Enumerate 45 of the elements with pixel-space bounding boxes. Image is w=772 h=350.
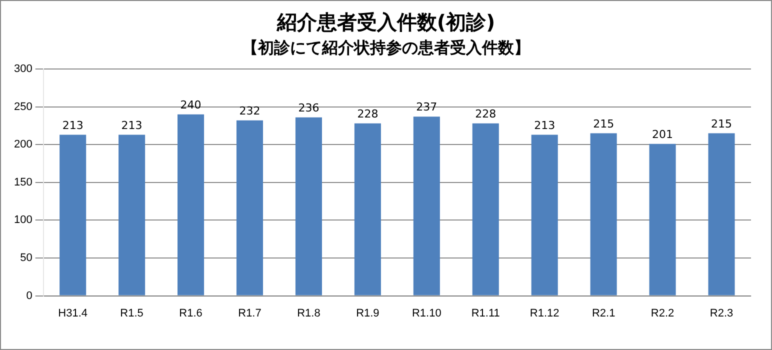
y-tick-label: 0 (26, 290, 32, 302)
y-tick-label: 250 (14, 100, 32, 113)
bar (413, 116, 440, 296)
data-label: 237 (416, 100, 438, 114)
bar (118, 134, 146, 296)
y-tick-label: 300 (14, 63, 32, 76)
bar (649, 144, 676, 296)
y-tick-label: 50 (20, 252, 32, 264)
bar (531, 134, 558, 296)
data-label: 201 (652, 128, 674, 141)
bar (178, 114, 204, 296)
x-tick-label: R1.9 (356, 307, 380, 320)
y-tick-label: 150 (14, 176, 32, 188)
x-tick-label: R2.3 (710, 307, 734, 320)
data-label: 228 (357, 107, 378, 120)
x-tick-label: R1.11 (471, 307, 500, 320)
x-tick-label: R1.7 (238, 307, 262, 320)
data-label: 236 (298, 101, 320, 114)
data-label: 215 (593, 117, 614, 130)
data-label: 213 (121, 118, 142, 132)
y-tick-label: 200 (14, 138, 32, 151)
bar (354, 123, 381, 296)
bar (60, 134, 86, 296)
bar (472, 123, 499, 296)
data-label: 215 (711, 117, 732, 130)
y-tick-label: 100 (14, 214, 32, 226)
data-label: 213 (62, 118, 84, 132)
data-label: 232 (239, 104, 260, 118)
bar (295, 117, 322, 296)
chart-subtitle: 【初診にて紹介状持参の患者受入件数】 (241, 38, 531, 59)
x-tick-label: R1.8 (297, 307, 320, 320)
data-label: 240 (180, 98, 202, 112)
x-tick-label: R1.6 (179, 307, 202, 320)
bar (708, 133, 735, 296)
bar (590, 133, 617, 296)
bar (236, 120, 264, 296)
x-tick-label: R1.5 (120, 307, 144, 320)
x-tick-label: R1.12 (530, 307, 560, 320)
data-label: 213 (534, 118, 556, 132)
x-tick-label: R2.1 (592, 307, 616, 320)
x-tick-label: R2.2 (650, 307, 674, 320)
data-label: 228 (475, 107, 496, 120)
x-tick-label: H31.4 (58, 307, 88, 320)
chart-title: 紹介患者受入件数(初診) (276, 9, 496, 36)
x-tick-label: R1.10 (412, 307, 442, 320)
